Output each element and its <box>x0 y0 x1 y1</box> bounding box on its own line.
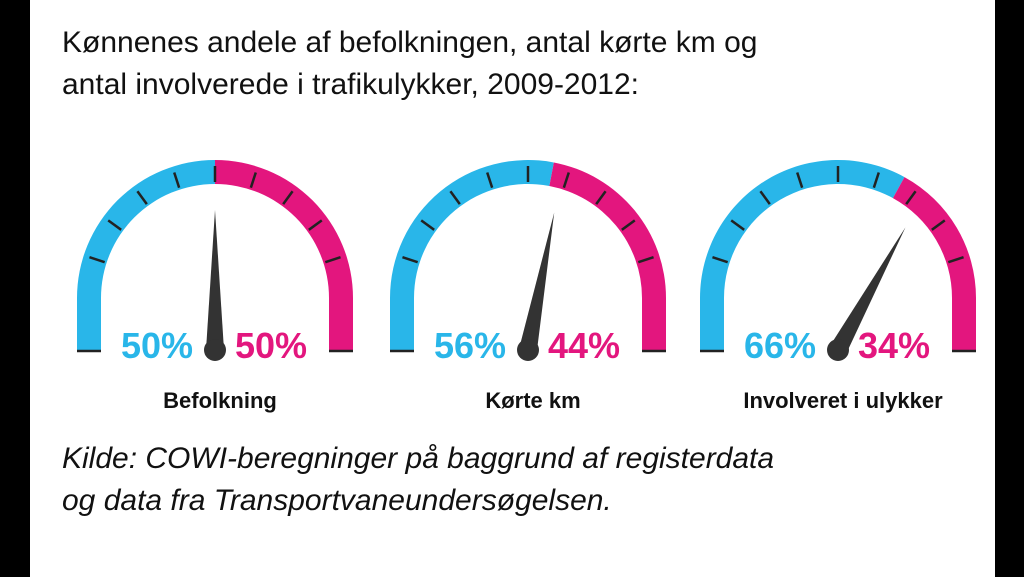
value-label: 44% <box>548 325 620 366</box>
tick-mark <box>173 172 181 189</box>
tick-mark <box>931 219 946 231</box>
tick-mark <box>796 172 804 189</box>
gauge-band <box>892 177 976 352</box>
tick-mark <box>449 190 461 205</box>
tick-mark <box>136 190 148 205</box>
gauge-band <box>700 160 905 352</box>
value-label: 66% <box>744 325 816 366</box>
tick-mark <box>308 219 323 231</box>
source-line: og data fra Transportvaneundersøgelsen. <box>62 484 612 517</box>
needle <box>519 212 555 352</box>
gauge-band <box>215 160 353 352</box>
tick-mark <box>89 256 106 264</box>
gauge-band <box>390 160 554 352</box>
tick-mark <box>905 190 917 205</box>
tick-mark <box>402 256 419 264</box>
source-line: Kilde: COWI-beregninger på baggrund af r… <box>62 442 774 475</box>
needle-pivot <box>204 339 226 361</box>
tick-mark <box>282 190 294 205</box>
value-label: 50% <box>121 325 193 366</box>
tick-mark <box>562 172 570 189</box>
tick-mark <box>249 172 257 189</box>
category-label: Befolkning <box>163 388 277 413</box>
title-line: Kønnenes andele af befolkningen, antal k… <box>62 26 757 59</box>
needle <box>830 227 906 355</box>
tick-mark <box>730 219 745 231</box>
tick-mark <box>324 256 341 264</box>
tick-mark <box>107 219 122 231</box>
tick-mark <box>637 256 654 264</box>
needle-pivot <box>827 339 849 361</box>
gauge-band <box>549 162 666 352</box>
gauge-band <box>77 160 215 352</box>
background <box>30 0 995 577</box>
value-label: 34% <box>858 325 930 366</box>
tick-mark <box>947 256 964 264</box>
value-label: 50% <box>235 325 307 366</box>
value-label: 56% <box>434 325 506 366</box>
title-line: antal involverede i trafikulykker, 2009-… <box>62 68 639 101</box>
category-label: Kørte km <box>485 388 580 413</box>
tick-mark <box>759 190 771 205</box>
tick-mark <box>621 219 636 231</box>
tick-mark <box>595 190 607 205</box>
tick-mark <box>712 256 729 264</box>
needle <box>206 210 224 350</box>
category-label: Involveret i ulykker <box>743 388 943 413</box>
needle-pivot <box>517 339 539 361</box>
tick-mark <box>872 172 880 189</box>
tick-mark <box>420 219 435 231</box>
tick-mark <box>486 172 494 189</box>
